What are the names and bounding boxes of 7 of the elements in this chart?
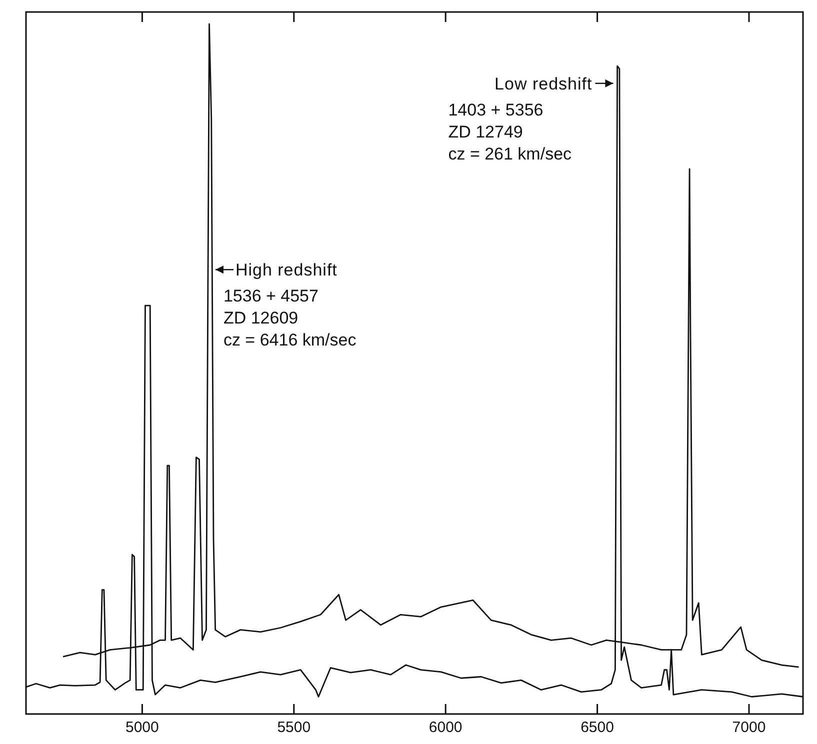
x-tick-label: 6500 xyxy=(580,719,614,736)
x-tick-label: 5000 xyxy=(126,719,159,736)
x-tick-label: 6000 xyxy=(428,719,462,736)
x-tick-label: 5500 xyxy=(277,719,311,736)
annotation: Low redshift 1403 + 5356 ZD 12749 cz = 261 km/sec xyxy=(448,74,592,164)
x-tick-label: 7000 xyxy=(732,719,766,736)
annotation: High redshift 1536 + 4557 ZD 12609 cz = 6416 km/sec xyxy=(223,260,357,350)
